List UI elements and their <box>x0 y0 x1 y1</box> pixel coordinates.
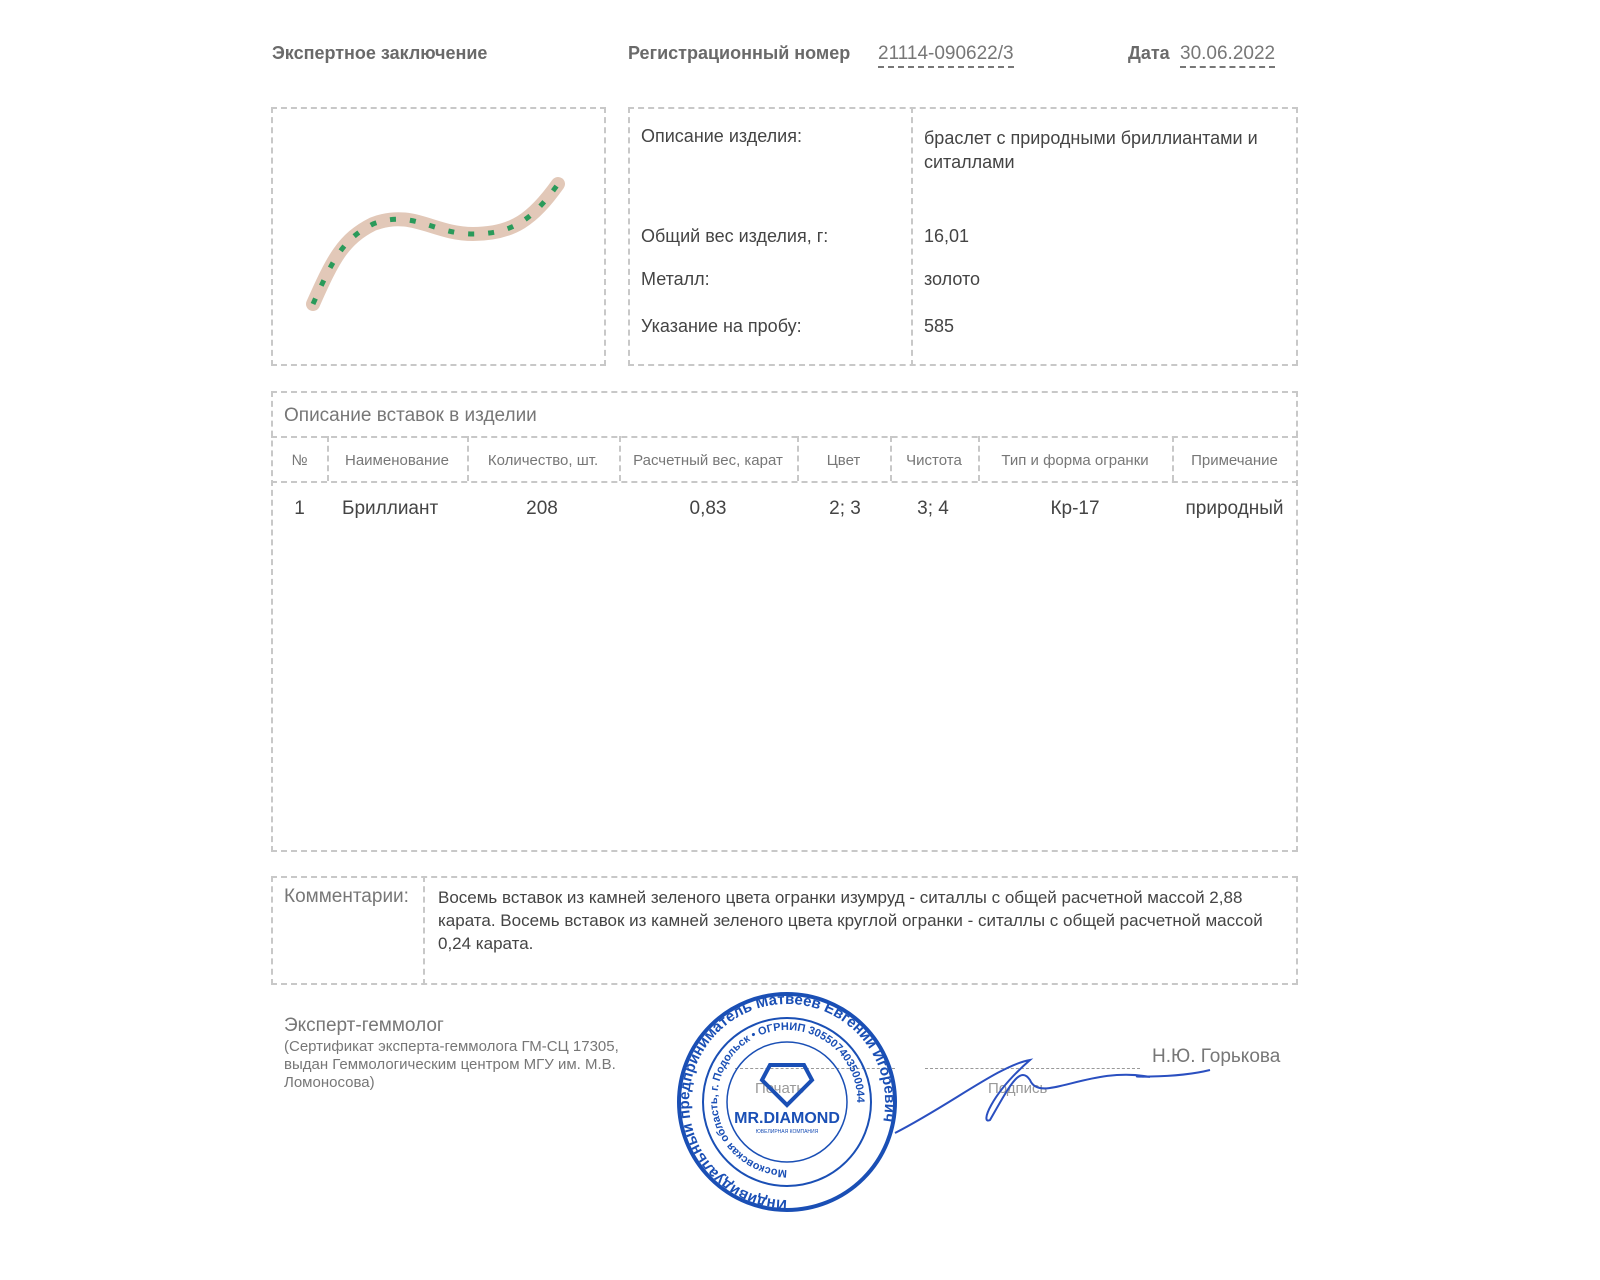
cell-note: природный <box>1185 498 1284 519</box>
inserts-table <box>271 391 1298 852</box>
stamp-inner-text: Московская область, г. Подольск • ОГРНИП… <box>708 1021 866 1179</box>
bracelet-image <box>306 177 565 311</box>
stamp-brand-sub: ЮВЕЛИРНАЯ КОМПАНИЯ <box>756 1129 819 1135</box>
metal-value: золото <box>924 269 981 289</box>
column-header: № <box>291 452 308 469</box>
assay-label: Указание на пробу: <box>641 316 802 336</box>
metal-label: Металл: <box>641 269 710 289</box>
assay-value: 585 <box>924 316 955 336</box>
divider <box>271 481 1298 483</box>
reg-number: 21114-090622/3 <box>878 43 1014 68</box>
inserts-title: Описание вставок в изделии <box>284 405 537 426</box>
divider <box>467 436 469 481</box>
stamp-and-signature: Индивидуальный предприниматель Матвеев Е… <box>676 991 1211 1213</box>
column-header: Количество, шт. <box>487 452 599 469</box>
cell-number: 1 <box>294 498 305 519</box>
date-value: 30.06.2022 <box>1180 43 1276 68</box>
divider <box>327 436 329 481</box>
expert-title: Эксперт-геммолог <box>284 1015 444 1036</box>
expert-certificate: (Сертификат эксперта-геммолога ГМ-СЦ 173… <box>284 1038 619 1091</box>
cell-weight: 0,83 <box>689 498 727 519</box>
expert-name: Н.Ю. Горькова <box>1152 1046 1281 1067</box>
cell-quantity: 208 <box>526 498 558 519</box>
reg-number-label: Регистрационный номер <box>628 43 851 63</box>
column-header: Наименование <box>345 452 449 469</box>
svg-text:Московская область, г. Подольс: Московская область, г. Подольск • ОГРНИП… <box>708 1021 866 1179</box>
cell-cut: Кр-17 <box>1050 498 1100 519</box>
stamp <box>677 992 897 1212</box>
item-description-table <box>628 107 1298 366</box>
column-header: Тип и форма огранки <box>1001 452 1149 469</box>
signature-line <box>925 1068 1140 1069</box>
stamp-line <box>735 1068 895 1069</box>
divider <box>911 107 913 366</box>
weight-value: 16,01 <box>924 226 970 246</box>
description-value: браслет с природными бриллиантами и сита… <box>924 128 1258 172</box>
divider <box>423 876 425 985</box>
divider <box>797 436 799 481</box>
description-label: Описание изделия: <box>641 126 802 146</box>
column-header: Примечание <box>1191 452 1278 469</box>
divider <box>619 436 621 481</box>
comments-label: Комментарии: <box>284 886 409 907</box>
divider <box>978 436 980 481</box>
weight-label: Общий вес изделия, г: <box>641 226 829 246</box>
cell-color: 2; 3 <box>829 498 861 519</box>
product-photo <box>271 107 606 366</box>
divider <box>271 436 1298 438</box>
column-header: Цвет <box>826 452 861 469</box>
cell-clarity: 3; 4 <box>917 498 949 519</box>
cell-name: Бриллиант <box>342 498 439 519</box>
signature <box>894 1058 1211 1134</box>
divider <box>1172 436 1174 481</box>
comments-box <box>271 876 1298 985</box>
divider <box>890 436 892 481</box>
date-label: Дата <box>1128 43 1170 63</box>
column-header: Расчетный вес, карат <box>633 452 783 469</box>
column-header: Чистота <box>906 452 962 469</box>
document-title: Экспертное заключение <box>272 43 488 63</box>
stamp-brand: MR.DIAMOND <box>734 1110 840 1127</box>
comments-text: Восемь вставок из камней зеленого цвета … <box>438 888 1263 953</box>
